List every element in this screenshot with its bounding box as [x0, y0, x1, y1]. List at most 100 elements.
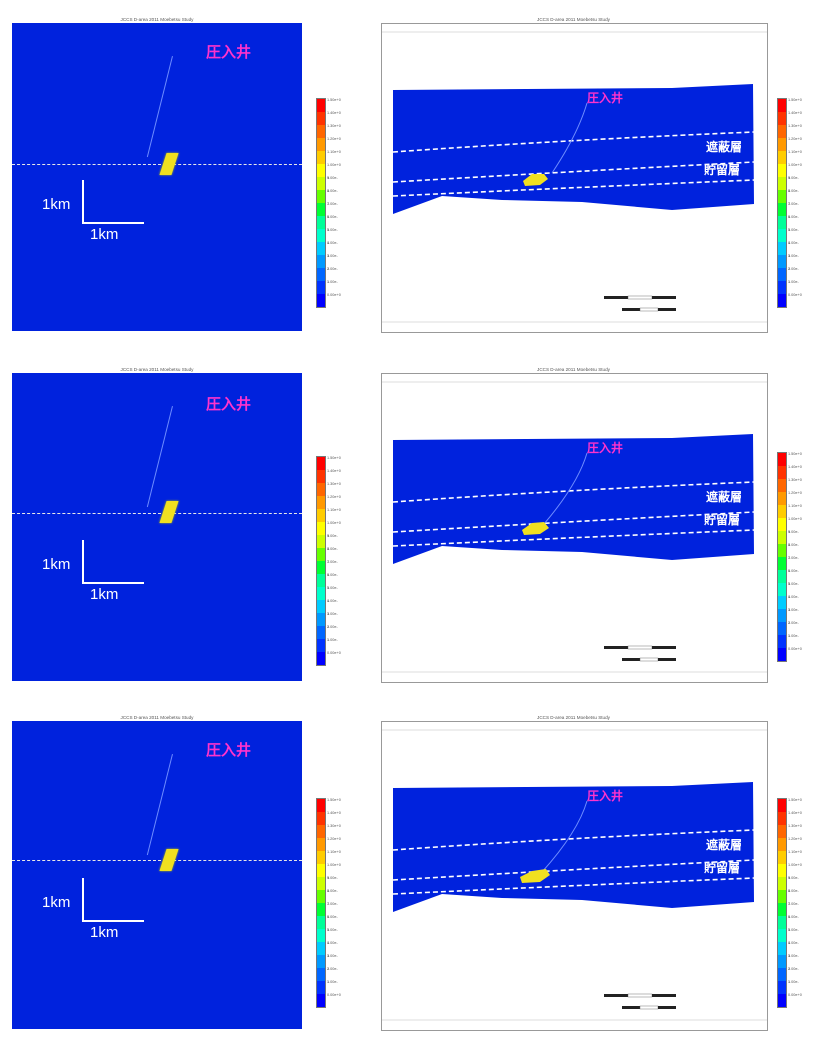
colorbar-segment: [778, 294, 786, 307]
colorbar-segment: [778, 99, 786, 112]
colorbar-segment: [317, 99, 325, 112]
section-colorbar: [777, 798, 787, 1008]
colorbar-segment: [778, 851, 786, 864]
scale-horizontal-label: 1km: [90, 226, 119, 243]
co2-plume: [159, 501, 179, 523]
colorbar-segment: [317, 457, 325, 470]
colorbar-segment: [778, 929, 786, 942]
colorbar-segment: [317, 890, 325, 903]
colorbar-segment: [778, 203, 786, 216]
section-line: [12, 513, 302, 514]
colorbar-segment: [317, 942, 325, 955]
injection-well-pointer: [146, 56, 173, 158]
colorbar-segment: [317, 825, 325, 838]
colorbar-segment: [317, 600, 325, 613]
scale-bar-horizontal: [82, 582, 144, 584]
colorbar-segment: [778, 479, 786, 492]
co2-plume: [520, 869, 550, 883]
plan-colorbar: [316, 98, 326, 308]
colorbar-segment: [317, 851, 325, 864]
colorbar-segment: [317, 613, 325, 626]
panel-row-2: JCCS D-area 2011 Moebetsu Study Low Perm…: [0, 350, 814, 693]
colorbar-segment: [317, 294, 325, 307]
plan-title-line1: JCCS D-area 2011 Moebetsu Study: [120, 17, 194, 22]
colorbar-segment: [317, 229, 325, 242]
colorbar-segment: [778, 583, 786, 596]
colorbar-segment: [317, 281, 325, 294]
colorbar-segment: [778, 570, 786, 583]
plan-title-line1: JCCS D-area 2011 Moebetsu Study: [120, 367, 194, 372]
plan-title-line1: JCCS D-area 2011 Moebetsu Study: [120, 715, 194, 720]
colorbar-segment: [778, 453, 786, 466]
colorbar-segment: [317, 652, 325, 665]
co2-plume: [522, 522, 549, 535]
scale-bar-vertical: [82, 878, 84, 922]
colorbar-segment: [317, 190, 325, 203]
colorbar-segment: [317, 164, 325, 177]
injection-well-pointer: [541, 800, 588, 873]
injection-well-label: 圧入井: [587, 789, 624, 803]
colorbar-segment: [778, 177, 786, 190]
plan-colorbar: [316, 798, 326, 1008]
colorbar-segment: [778, 164, 786, 177]
colorbar-segment: [317, 877, 325, 890]
colorbar-segment: [317, 929, 325, 942]
colorbar-segment: [778, 942, 786, 955]
injection-well-label: 圧入井: [587, 441, 624, 455]
colorbar-segment: [317, 548, 325, 561]
cross-section-graphic: [382, 31, 767, 323]
colorbar-segment: [317, 470, 325, 483]
colorbar-segment: [317, 981, 325, 994]
colorbar-segment: [778, 916, 786, 929]
scale-horizontal-label: 1km: [90, 586, 119, 603]
formation-body: [393, 84, 754, 214]
colorbar-segment: [778, 994, 786, 1007]
colorbar-segment: [317, 903, 325, 916]
panel-row-3: JCCS D-area 2011 Moebetsu Study Low Perm…: [0, 698, 814, 1041]
cap-rock-label: 遮蔽層: [706, 140, 743, 154]
section-title-line1: JCCS D-area 2011 Moebetsu Study: [537, 17, 610, 22]
colorbar-segment: [778, 864, 786, 877]
colorbar-segment: [778, 903, 786, 916]
colorbar-segment: [317, 812, 325, 825]
co2-plume: [523, 174, 548, 186]
colorbar-segment: [778, 229, 786, 242]
colorbar-segment: [778, 242, 786, 255]
injection-well-label: 圧入井: [206, 395, 252, 413]
plan-view-map: 圧入井 1km 1km: [12, 721, 302, 1029]
colorbar-segment: [317, 242, 325, 255]
colorbar-segment: [778, 112, 786, 125]
injection-well-label: 圧入井: [206, 741, 252, 759]
section-colorbar: [777, 98, 787, 308]
injection-well-pointer: [146, 406, 173, 508]
cross-section-graphic: [382, 381, 767, 673]
colorbar-segment: [778, 609, 786, 622]
scale-vertical-label: 1km: [42, 196, 71, 213]
colorbar-segment: [778, 596, 786, 609]
colorbar-segment: [778, 968, 786, 981]
plan-view-map: 圧入井 1km 1km: [12, 23, 302, 331]
colorbar-segment: [778, 648, 786, 661]
colorbar-segment: [317, 216, 325, 229]
colorbar-segment: [778, 281, 786, 294]
colorbar-segment: [317, 151, 325, 164]
scale-bar-horizontal: [82, 222, 144, 224]
formation-body: [393, 782, 754, 912]
colorbar-segment: [317, 639, 325, 652]
injection-well-pointer: [146, 754, 173, 856]
colorbar-segment: [778, 125, 786, 138]
colorbar-segment: [317, 799, 325, 812]
colorbar-segment: [317, 994, 325, 1007]
colorbar-segment: [317, 496, 325, 509]
scale-horizontal-label: 1km: [90, 924, 119, 941]
colorbar-segment: [778, 635, 786, 648]
section-line: [12, 860, 302, 861]
plan-view-map: 圧入井 1km 1km: [12, 373, 302, 681]
section-colorbar: [777, 452, 787, 662]
colorbar-segment: [778, 825, 786, 838]
colorbar-segment: [778, 216, 786, 229]
colorbar-segment: [778, 838, 786, 851]
colorbar-segment: [778, 151, 786, 164]
panel-row-1: JCCS D-area 2011 Moebetsu Study Low Perm…: [0, 0, 814, 343]
colorbar-segment: [778, 622, 786, 635]
